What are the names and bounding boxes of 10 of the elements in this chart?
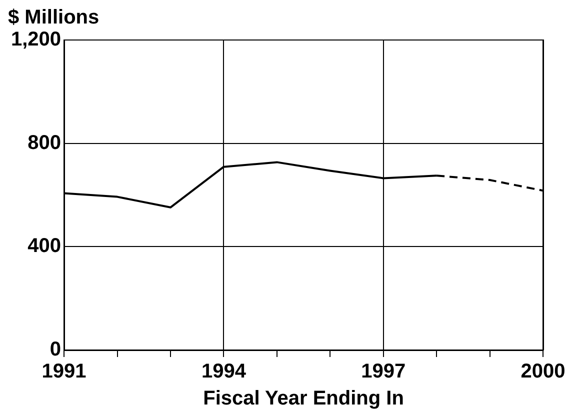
y-tick-label: 1,200 [10, 28, 62, 51]
x-tick-label: 1991 [42, 360, 86, 383]
y-tick-label: 800 [28, 132, 62, 154]
x-tick-label: 1997 [361, 360, 406, 383]
y-axis-title: $ Millions [8, 6, 100, 29]
x-tick-label: 1994 [201, 360, 247, 383]
y-tick-label: 0 [50, 338, 62, 361]
y-tick-label: 400 [28, 235, 62, 258]
x-tick-label: 2000 [520, 360, 566, 383]
x-axis-title: Fiscal Year Ending In [203, 388, 404, 410]
